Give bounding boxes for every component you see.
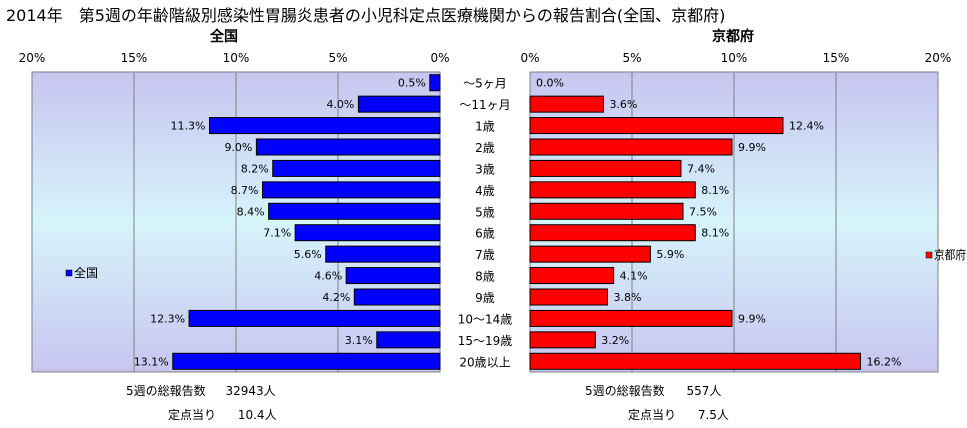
- data-label-kyoto: 12.4%: [789, 120, 824, 133]
- x-tick-label-national: 5%: [328, 51, 347, 65]
- legend-label-national: 全国: [74, 265, 98, 280]
- data-label-kyoto: 3.6%: [609, 98, 637, 111]
- bar-kyoto: [529, 202, 684, 220]
- bar-kyoto: [529, 138, 733, 156]
- x-tick-label-kyoto: 20%: [925, 51, 952, 65]
- bar-national: [272, 159, 441, 177]
- kyoto-per-value: 7.5人: [697, 408, 729, 422]
- data-label-kyoto: 3.8%: [614, 291, 642, 304]
- data-label-national: 8.7%: [231, 184, 259, 197]
- bar-national: [294, 224, 441, 242]
- bar-national: [255, 138, 441, 156]
- x-tick-label-national: 0%: [430, 51, 449, 65]
- bar-national: [353, 288, 441, 306]
- category-label: ～11ヶ月: [459, 98, 510, 112]
- data-label-national: 13.1%: [134, 355, 169, 368]
- data-label-national: 9.0%: [224, 141, 252, 154]
- bar-kyoto: [529, 288, 609, 306]
- bar-national: [268, 202, 441, 220]
- national-per-row: 定点当り 10.4人: [168, 406, 277, 423]
- bar-kyoto: [529, 224, 696, 242]
- data-label-national: 12.3%: [150, 312, 185, 325]
- kyoto-per-label: 定点当り: [628, 408, 677, 422]
- data-label-kyoto: 7.4%: [687, 162, 715, 175]
- data-label-kyoto: 3.2%: [601, 334, 629, 347]
- category-label: 15～19歳: [458, 334, 513, 348]
- data-label-national: 4.6%: [314, 270, 342, 283]
- bar-national: [325, 245, 441, 263]
- panel-title-national: 全国: [210, 29, 238, 45]
- data-label-kyoto: 8.1%: [701, 184, 729, 197]
- bar-national: [429, 74, 441, 92]
- bar-kyoto: [529, 181, 696, 199]
- bar-kyoto: [529, 309, 733, 327]
- x-tick-label-national: 20%: [19, 51, 46, 65]
- x-tick-label-kyoto: 5%: [622, 51, 641, 65]
- national-total-row: 5週の総報告数 32943人: [126, 382, 276, 399]
- national-per-value: 10.4人: [237, 408, 277, 422]
- data-label-national: 4.0%: [326, 98, 354, 111]
- bar-national: [172, 352, 441, 370]
- data-label-kyoto: 5.9%: [656, 248, 684, 261]
- kyoto-total-row: 5週の総報告数 557人: [585, 382, 721, 399]
- category-label: 9歳: [475, 291, 495, 305]
- x-tick-label-kyoto: 10%: [721, 51, 748, 65]
- chart-title: 2014年 第5週の年齢階級別感染性胃腸炎患者の小児科定点医療機関からの報告割合…: [6, 6, 726, 25]
- data-label-national: 11.3%: [171, 120, 206, 133]
- data-label-national: 7.1%: [263, 227, 291, 240]
- bar-national: [376, 331, 441, 349]
- x-tick-label-kyoto: 15%: [823, 51, 850, 65]
- x-tick-label-kyoto: 0%: [520, 51, 539, 65]
- legend-swatch-kyoto: [925, 251, 933, 259]
- bar-kyoto: [529, 117, 784, 135]
- data-label-kyoto: 7.5%: [689, 205, 717, 218]
- x-tick-label-national: 15%: [121, 51, 148, 65]
- pyramid-bar-chart: 20% 15% 10% 5% 0% 0% 5% 10% 15% 20% 0.5% 0.0% ～5ヶ月 4.…: [19, 51, 966, 373]
- data-label-national: 8.2%: [241, 162, 269, 175]
- data-label-national: 3.1%: [345, 334, 373, 347]
- data-label-kyoto: 4.1%: [620, 270, 648, 283]
- bar-kyoto: [529, 352, 861, 370]
- data-label-kyoto: 8.1%: [701, 227, 729, 240]
- x-tick-label-national: 10%: [223, 51, 250, 65]
- category-label: 5歳: [475, 205, 495, 219]
- category-label: 1歳: [475, 120, 495, 134]
- bar-kyoto: [529, 95, 604, 113]
- data-label-national: 8.4%: [237, 205, 265, 218]
- kyoto-total-label: 5週の総報告数: [585, 384, 665, 398]
- category-label: 3歳: [475, 162, 495, 176]
- panel-title-kyoto: 京都府: [712, 29, 754, 45]
- data-label-national: 4.2%: [322, 291, 350, 304]
- bar-kyoto: [529, 267, 615, 285]
- national-per-label: 定点当り: [168, 408, 217, 422]
- data-label-kyoto: 9.9%: [738, 141, 766, 154]
- data-label-kyoto: 16.2%: [866, 355, 901, 368]
- bar-kyoto: [529, 331, 596, 349]
- bar-national: [345, 267, 441, 285]
- kyoto-per-row: 定点当り 7.5人: [628, 406, 729, 423]
- bar-national: [208, 117, 441, 135]
- category-label: 10～14歳: [458, 312, 513, 326]
- national-total-label: 5週の総報告数: [126, 384, 206, 398]
- data-label-national: 0.5%: [398, 77, 426, 90]
- category-label: 7歳: [475, 248, 495, 262]
- category-label: ～5ヶ月: [463, 77, 507, 91]
- bar-national: [262, 181, 441, 199]
- category-label: 8歳: [475, 270, 495, 284]
- national-total-value: 32943人: [225, 384, 276, 398]
- category-label: 6歳: [475, 227, 495, 241]
- category-label: 2歳: [475, 141, 495, 155]
- bar-kyoto: [529, 159, 682, 177]
- bar-national: [357, 95, 441, 113]
- legend-label-kyoto: 京都府: [934, 247, 966, 262]
- kyoto-total-value: 557人: [686, 384, 722, 398]
- data-label-national: 5.6%: [294, 248, 322, 261]
- category-label: 4歳: [475, 184, 495, 198]
- data-label-kyoto: 0.0%: [536, 77, 564, 90]
- bar-kyoto: [529, 245, 651, 263]
- legend-swatch-national: [65, 269, 73, 277]
- bar-national: [188, 309, 441, 327]
- data-label-kyoto: 9.9%: [738, 312, 766, 325]
- category-label: 20歳以上: [459, 355, 510, 369]
